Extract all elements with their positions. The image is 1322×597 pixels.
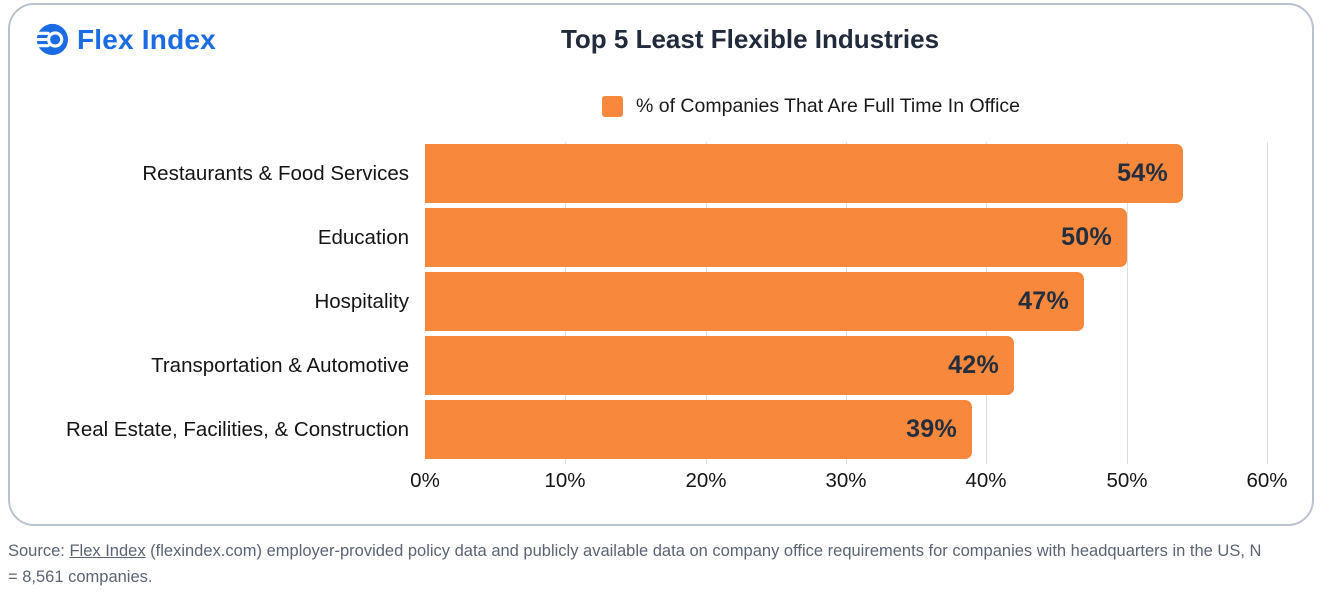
- bar: 39%: [425, 400, 972, 459]
- x-tick-label: 50%: [1106, 469, 1148, 492]
- legend: % of Companies That Are Full Time In Off…: [602, 95, 1020, 118]
- x-tick-label: 40%: [965, 469, 1007, 492]
- flex-index-logo: Flex Index: [35, 23, 216, 56]
- source-text: (flexindex.com) employer-provided policy…: [145, 542, 1262, 560]
- bar-value-label: 50%: [1061, 223, 1112, 251]
- plot-area: Restaurants & Food Services 54% Education 5…: [10, 5, 1322, 597]
- source-note: Source: Flex Index (flexindex.com) emplo…: [8, 539, 1318, 590]
- category-label: Transportation & Automotive: [151, 354, 409, 377]
- category-label: Hospitality: [314, 290, 409, 313]
- bar: 54%: [425, 144, 1183, 203]
- chart-title: Top 5 Least Flexible Industries: [560, 24, 940, 54]
- bar-value-label: 42%: [948, 351, 999, 379]
- flex-index-logo-icon: [35, 23, 68, 56]
- legend-swatch: [602, 96, 623, 117]
- bar-value-label: 39%: [906, 415, 957, 443]
- bar: 50%: [425, 208, 1127, 267]
- bar: 42%: [425, 336, 1014, 395]
- x-tick-label: 30%: [825, 469, 867, 492]
- x-tick-label: 0%: [410, 469, 440, 492]
- category-label: Education: [317, 226, 409, 249]
- brand-name: Flex Index: [77, 23, 216, 55]
- x-tick-label: 20%: [685, 469, 727, 492]
- category-label: Restaurants & Food Services: [142, 162, 409, 185]
- source-line2: = 8,561 companies.: [8, 567, 153, 586]
- source-link[interactable]: Flex Index: [69, 542, 146, 560]
- source-prefix: Source:: [8, 542, 70, 560]
- x-tick-label: 60%: [1246, 469, 1288, 492]
- bar: 47%: [425, 272, 1084, 331]
- chart-card: Flex Index Top 5 Least Flexible Industri…: [8, 3, 1314, 526]
- legend-label: % of Companies That Are Full Time In Off…: [636, 95, 1021, 117]
- bar-value-label: 54%: [1117, 159, 1168, 187]
- gridline-60pct: [1267, 142, 1268, 464]
- bar-value-label: 47%: [1018, 287, 1069, 315]
- x-tick-label: 10%: [544, 469, 586, 492]
- category-label: Real Estate, Facilities, & Construction: [66, 418, 409, 441]
- gridline-50pct: [1127, 142, 1128, 464]
